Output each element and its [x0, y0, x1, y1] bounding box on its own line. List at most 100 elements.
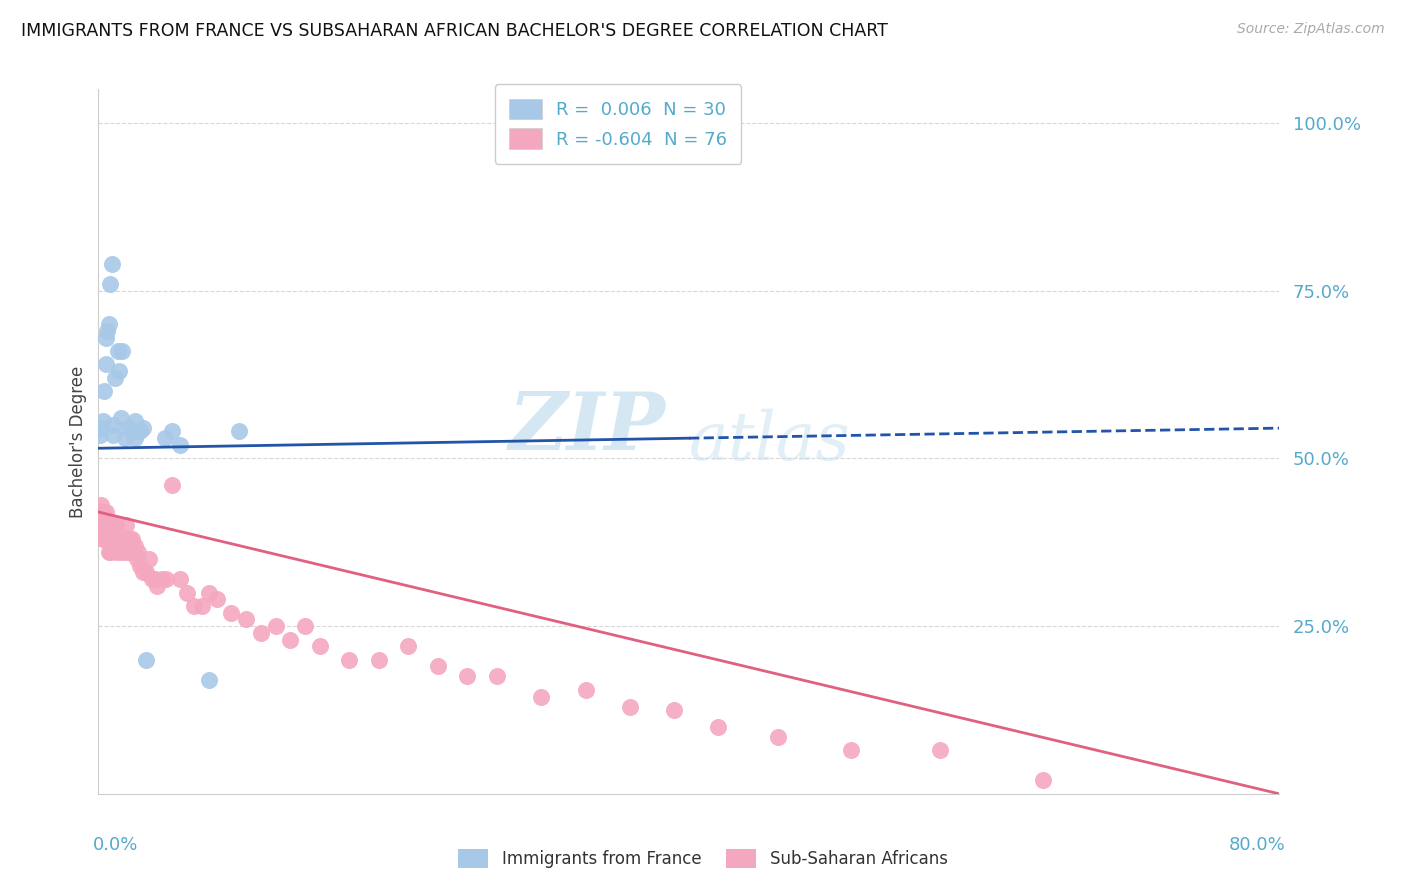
Point [183, 599, 205, 613]
Point [93, 384, 115, 399]
Point [91, 414, 114, 428]
Point [398, 639, 420, 653]
Point [97, 518, 120, 533]
Point [100, 518, 122, 533]
Point [117, 545, 139, 559]
Point [427, 659, 450, 673]
Point [91, 532, 114, 546]
Point [929, 743, 952, 757]
Point [228, 425, 250, 439]
Point [100, 539, 122, 553]
Point [664, 703, 686, 717]
Text: 80.0%: 80.0% [1229, 836, 1285, 855]
Point [115, 518, 138, 533]
Point [153, 431, 176, 445]
Point [162, 478, 183, 492]
Point [235, 612, 257, 626]
Point [280, 632, 302, 647]
Point [294, 619, 316, 633]
Point [339, 653, 361, 667]
Y-axis label: Bachelor's Degree: Bachelor's Degree [69, 366, 87, 517]
Legend: Immigrants from France, Sub-Saharan Africans: Immigrants from France, Sub-Saharan Afri… [451, 842, 955, 875]
Point [111, 532, 134, 546]
Text: Source: ZipAtlas.com: Source: ZipAtlas.com [1237, 22, 1385, 37]
Point [124, 539, 146, 553]
Point [117, 421, 139, 435]
Point [150, 572, 173, 586]
Point [1032, 773, 1054, 788]
Point [766, 730, 789, 744]
Point [264, 619, 287, 633]
Point [120, 545, 142, 559]
Point [96, 324, 118, 338]
Point [103, 518, 125, 533]
Point [89, 427, 111, 442]
Point [841, 743, 863, 757]
Point [121, 532, 143, 546]
Point [89, 518, 111, 533]
Point [94, 505, 117, 519]
Point [221, 606, 243, 620]
Point [103, 417, 125, 432]
Point [94, 532, 117, 546]
Point [114, 431, 136, 445]
Point [90, 498, 112, 512]
Point [575, 682, 598, 697]
Point [90, 421, 112, 435]
Point [118, 532, 141, 546]
Point [141, 572, 163, 586]
Text: 0.0%: 0.0% [93, 836, 138, 855]
Point [122, 545, 145, 559]
Point [457, 669, 479, 683]
Point [125, 552, 148, 566]
Point [205, 592, 228, 607]
Point [155, 572, 177, 586]
Point [138, 552, 160, 566]
Point [104, 371, 127, 385]
Point [176, 585, 198, 599]
Point [107, 343, 129, 358]
Point [94, 357, 117, 371]
Point [94, 330, 117, 344]
Point [198, 673, 221, 687]
Point [169, 438, 191, 452]
Point [707, 720, 730, 734]
Point [120, 425, 142, 439]
Point [128, 558, 150, 573]
Point [104, 532, 127, 546]
Point [132, 421, 155, 435]
Text: atlas: atlas [689, 409, 851, 475]
Point [198, 585, 221, 599]
Point [96, 532, 118, 546]
Point [143, 572, 166, 586]
Point [96, 518, 118, 533]
Point [128, 425, 150, 439]
Point [105, 545, 128, 559]
Point [93, 512, 115, 526]
Point [135, 653, 157, 667]
Point [112, 545, 135, 559]
Point [97, 545, 120, 559]
Point [309, 639, 332, 653]
Point [103, 427, 125, 442]
Point [135, 566, 157, 580]
Point [619, 699, 641, 714]
Point [114, 532, 136, 546]
Point [108, 532, 131, 546]
Text: ZIP: ZIP [509, 389, 665, 467]
Point [98, 277, 121, 291]
Point [146, 579, 169, 593]
Point [486, 669, 509, 683]
Point [93, 532, 115, 546]
Point [191, 599, 214, 613]
Point [368, 653, 391, 667]
Point [108, 364, 131, 378]
Point [98, 545, 121, 559]
Point [530, 690, 553, 704]
Point [124, 431, 146, 445]
Point [110, 411, 132, 425]
Point [91, 505, 114, 519]
Legend: R =  0.006  N = 30, R = -0.604  N = 76: R = 0.006 N = 30, R = -0.604 N = 76 [495, 84, 741, 164]
Point [103, 532, 125, 546]
Point [100, 257, 122, 271]
